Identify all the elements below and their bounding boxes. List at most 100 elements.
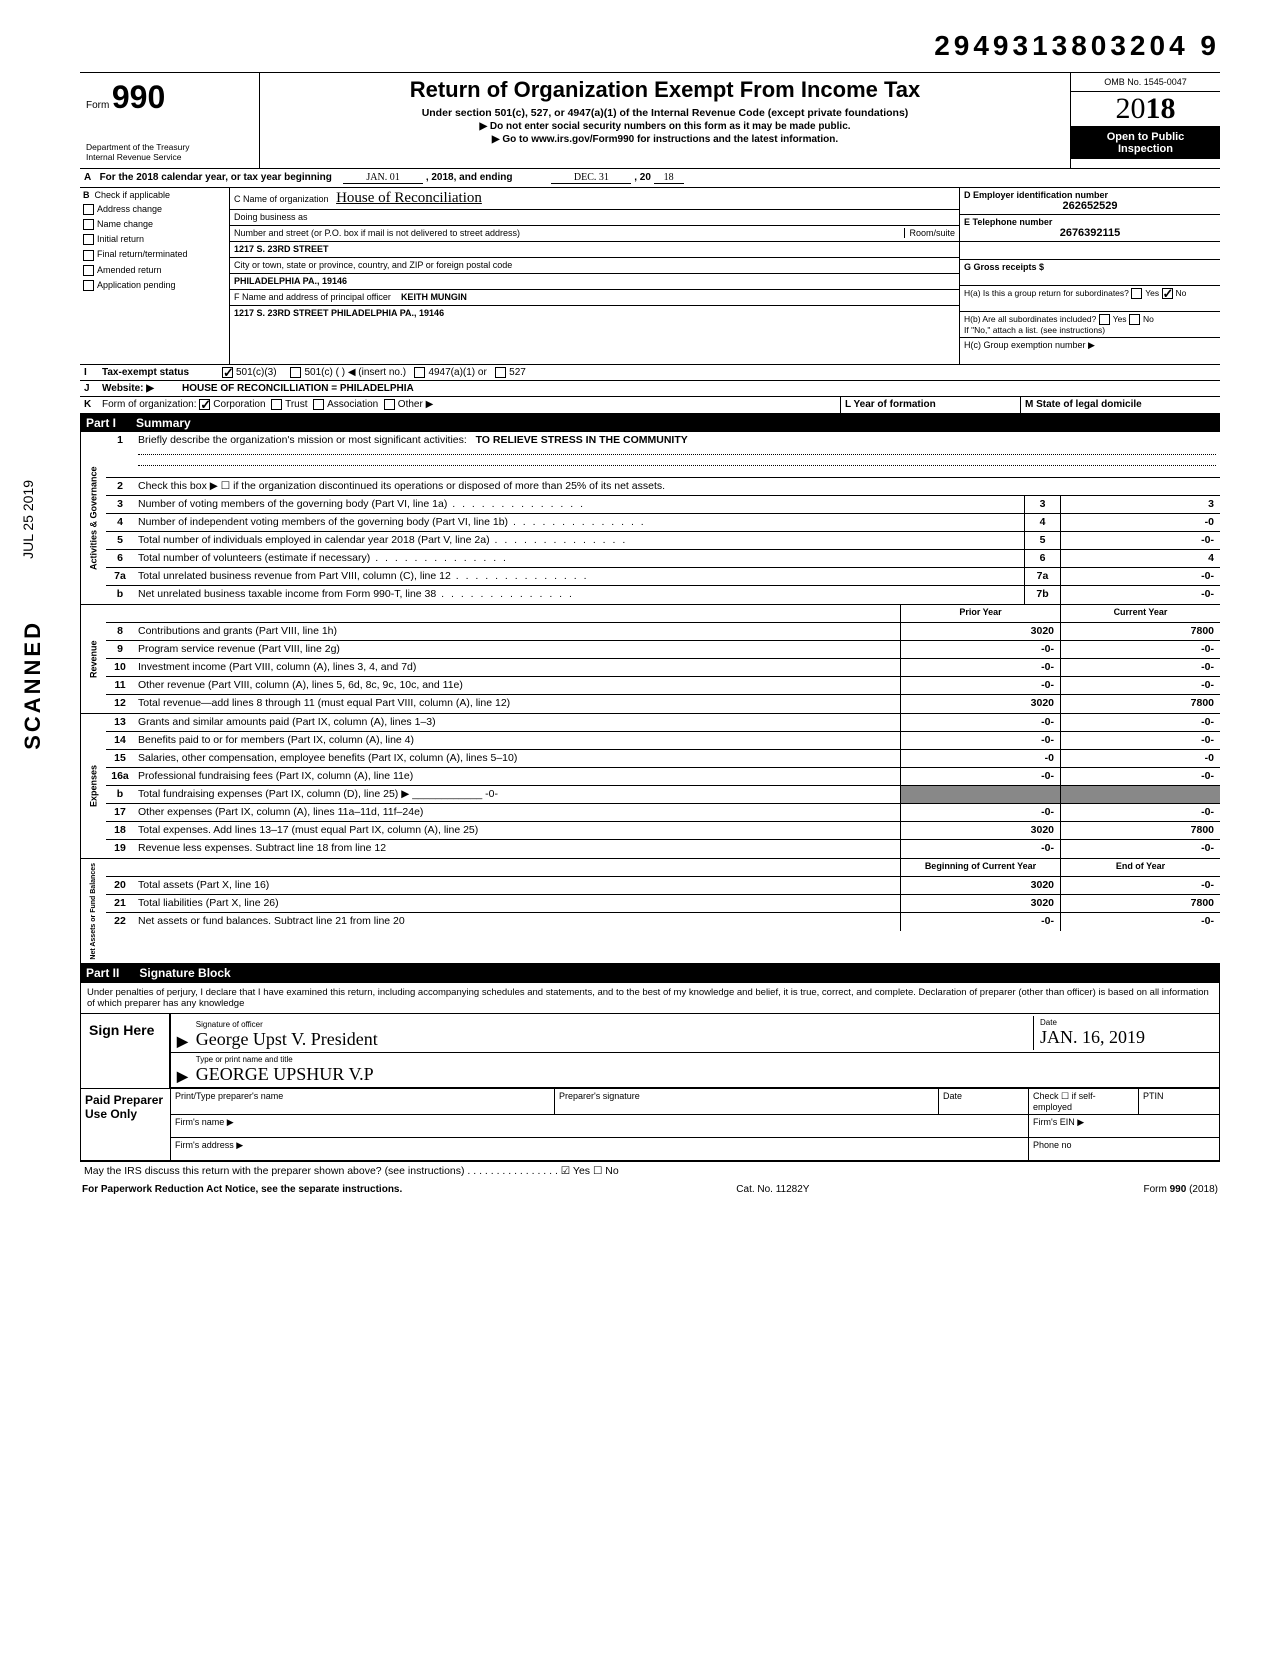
page-stamp-number: 2949313803204 9 [80, 30, 1220, 62]
cat-no: Cat. No. 11282Y [736, 1184, 809, 1195]
summary-row: 11Other revenue (Part VIII, column (A), … [106, 677, 1220, 695]
chk-ha-yes[interactable] [1131, 288, 1142, 299]
gross-receipts-label: G Gross receipts $ [964, 262, 1044, 272]
chk-app-pending[interactable] [83, 280, 94, 291]
chk-corp[interactable] [199, 399, 210, 410]
part-2-label: Part II [86, 966, 119, 980]
line-2-discontinued: Check this box ▶ ☐ if the organization d… [134, 478, 1220, 495]
opt-501c3: 501(c)(3) [236, 367, 277, 378]
col-b-header: Check if applicable [95, 190, 171, 200]
governance-section: Activities & Governance 1 Briefly descri… [80, 432, 1220, 605]
chk-assoc[interactable] [313, 399, 324, 410]
dba-label: Doing business as [234, 212, 308, 222]
line-a-mid: , 2018, and ending [426, 172, 513, 183]
col-d-ein-phone: D Employer identification number 2626525… [960, 188, 1220, 364]
chk-initial-return[interactable] [83, 234, 94, 245]
part-1-name: Summary [136, 416, 191, 430]
tax-year-end[interactable]: DEC. 31 [551, 172, 631, 184]
summary-row: 3Number of voting members of the governi… [106, 496, 1220, 514]
form-number: 990 [112, 79, 165, 115]
chk-other[interactable] [384, 399, 395, 410]
firm-ein-label: Firm's EIN ▶ [1029, 1115, 1219, 1137]
officer-name[interactable]: KEITH MUNGIN [401, 292, 467, 302]
yes-label: Yes [1145, 288, 1159, 298]
h-c-label: H(c) Group exemption number ▶ [964, 340, 1095, 350]
officer-address[interactable]: 1217 S. 23RD STREET PHILADELPHIA PA., 19… [234, 308, 444, 318]
chk-hb-no[interactable] [1129, 314, 1140, 325]
summary-row: bNet unrelated business taxable income f… [106, 586, 1220, 604]
tax-year-yy[interactable]: 18 [654, 172, 684, 184]
side-revenue: Revenue [80, 605, 106, 713]
chk-ha-no[interactable] [1162, 288, 1173, 299]
part-2-header: Part II Signature Block [80, 964, 1220, 982]
irs-discuss-line: May the IRS discuss this return with the… [80, 1161, 1220, 1180]
summary-row: 17Other expenses (Part IX, column (A), l… [106, 804, 1220, 822]
prior-year-header: Prior Year [900, 605, 1060, 622]
type-name-value[interactable]: GEORGE UPSHUR V.P [196, 1064, 374, 1084]
lbl-name-change: Name change [97, 219, 153, 229]
chk-address-change[interactable] [83, 204, 94, 215]
state-domicile-label: M State of legal domicile [1025, 399, 1142, 410]
side-governance: Activities & Governance [80, 432, 106, 604]
side-expenses: Expenses [80, 714, 106, 858]
paid-preparer-label: Paid Preparer Use Only [81, 1089, 171, 1160]
entity-info-grid: B Check if applicable Address change Nam… [80, 188, 1220, 365]
summary-row: 20Total assets (Part X, line 16)3020-0- [106, 877, 1220, 895]
chk-amended[interactable] [83, 265, 94, 276]
current-year-header: Current Year [1060, 605, 1220, 622]
mission-value[interactable]: TO RELIEVE STRESS IN THE COMMUNITY [476, 434, 688, 446]
type-name-label: Type or print name and title [196, 1055, 1213, 1064]
footer: For Paperwork Reduction Act Notice, see … [80, 1180, 1220, 1199]
summary-row: 14Benefits paid to or for members (Part … [106, 732, 1220, 750]
row-i-tax-exempt: I Tax-exempt status 501(c)(3) 501(c) ( )… [80, 365, 1220, 381]
street-value[interactable]: 1217 S. 23RD STREET [234, 244, 329, 254]
website-label: Website: ▶ [98, 381, 178, 396]
year-formation-label: L Year of formation [845, 399, 936, 410]
opt-4947: 4947(a)(1) or [428, 367, 486, 378]
chk-name-change[interactable] [83, 219, 94, 230]
ptin-label: PTIN [1139, 1089, 1219, 1114]
chk-501c3[interactable] [222, 367, 233, 378]
row-k-form-org: K Form of organization: Corporation Trus… [80, 397, 1220, 413]
side-date-stamp: JUL 25 2019 [20, 480, 36, 559]
firm-phone-label: Phone no [1029, 1138, 1219, 1160]
tax-year-begin[interactable]: JAN. 01 [343, 172, 423, 184]
tax-exempt-label: Tax-exempt status [98, 365, 218, 380]
officer-signature[interactable]: George Upst V. President [196, 1029, 378, 1049]
arrow-icon-2: ▶ [177, 1068, 188, 1085]
scanned-stamp: SCANNED [20, 620, 46, 750]
perjury-declaration: Under penalties of perjury, I declare th… [81, 983, 1219, 1014]
part-1-label: Part I [86, 416, 116, 430]
line-a-prefix: For the 2018 calendar year, or tax year … [100, 172, 332, 183]
sig-date-value[interactable]: JAN. 16, 2019 [1040, 1027, 1145, 1047]
form-org-label: Form of organization: [102, 400, 197, 411]
org-name-value[interactable]: House of Reconciliation [336, 190, 482, 206]
chk-hb-yes[interactable] [1099, 314, 1110, 325]
street-label: Number and street (or P.O. box if mail i… [234, 228, 520, 238]
opt-assoc: Association [327, 400, 378, 411]
col-b-checkboxes: B Check if applicable Address change Nam… [80, 188, 230, 364]
opt-corp: Corporation [213, 400, 265, 411]
phone-value[interactable]: 2676392115 [964, 227, 1216, 239]
website-value[interactable]: HOUSE OF RECONCILLIATION = PHILADELPHIA [182, 383, 414, 394]
city-value[interactable]: PHILADELPHIA PA., 19146 [234, 276, 347, 286]
summary-row: 22Net assets or fund balances. Subtract … [106, 913, 1220, 931]
chk-final-return[interactable] [83, 250, 94, 261]
org-name-label: C Name of organization [234, 194, 329, 204]
chk-4947[interactable] [414, 367, 425, 378]
dept-treasury: Department of the Treasury [86, 142, 253, 152]
summary-row: 18Total expenses. Add lines 13–17 (must … [106, 822, 1220, 840]
firm-address-label: Firm's address ▶ [171, 1138, 1029, 1160]
chk-trust[interactable] [271, 399, 282, 410]
chk-527[interactable] [495, 367, 506, 378]
opt-527: 527 [509, 367, 526, 378]
opt-501c: 501(c) ( [304, 367, 338, 378]
paperwork-notice: For Paperwork Reduction Act Notice, see … [82, 1184, 402, 1195]
instructions-link: ▶ Go to www.irs.gov/Form990 for instruct… [264, 134, 1066, 145]
summary-row: 13Grants and similar amounts paid (Part … [106, 714, 1220, 732]
h-b-label: H(b) Are all subordinates included? [964, 314, 1096, 324]
eoy-header: End of Year [1060, 859, 1220, 876]
ein-value[interactable]: 262652529 [964, 200, 1216, 212]
city-label: City or town, state or province, country… [234, 260, 512, 270]
chk-501c[interactable] [290, 367, 301, 378]
